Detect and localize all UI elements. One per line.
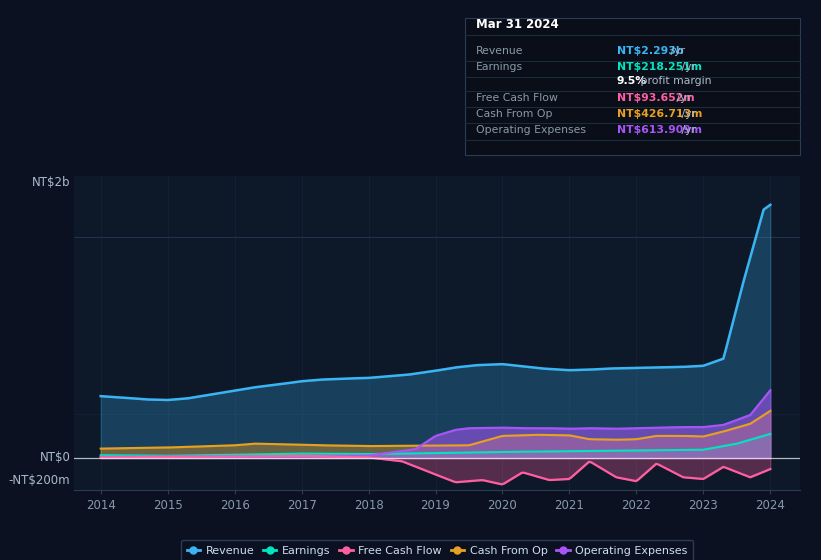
- Text: NT$0: NT$0: [39, 451, 71, 464]
- Text: /yr: /yr: [678, 109, 696, 119]
- Text: /yr: /yr: [678, 125, 696, 135]
- Text: Free Cash Flow: Free Cash Flow: [475, 92, 557, 102]
- Text: Mar 31 2024: Mar 31 2024: [475, 18, 558, 31]
- Text: /yr: /yr: [678, 62, 696, 72]
- Text: NT$2b: NT$2b: [32, 176, 71, 189]
- Text: /yr: /yr: [672, 92, 690, 102]
- Text: profit margin: profit margin: [636, 77, 711, 86]
- Text: Earnings: Earnings: [475, 62, 523, 72]
- Text: NT$426.713m: NT$426.713m: [617, 109, 702, 119]
- Text: NT$93.652m: NT$93.652m: [617, 92, 695, 102]
- Text: 9.5%: 9.5%: [617, 77, 647, 86]
- Text: NT$218.251m: NT$218.251m: [617, 62, 702, 72]
- Text: -NT$200m: -NT$200m: [9, 474, 71, 487]
- Text: Cash From Op: Cash From Op: [475, 109, 553, 119]
- Legend: Revenue, Earnings, Free Cash Flow, Cash From Op, Operating Expenses: Revenue, Earnings, Free Cash Flow, Cash …: [181, 540, 693, 560]
- Text: NT$613.909m: NT$613.909m: [617, 125, 702, 135]
- Text: NT$2.293b: NT$2.293b: [617, 46, 684, 56]
- Text: Revenue: Revenue: [475, 46, 523, 56]
- Text: Operating Expenses: Operating Expenses: [475, 125, 585, 135]
- Text: /yr: /yr: [667, 46, 686, 56]
